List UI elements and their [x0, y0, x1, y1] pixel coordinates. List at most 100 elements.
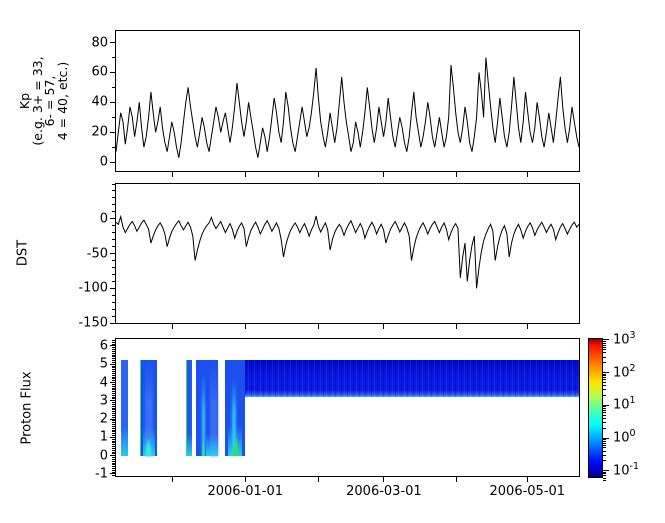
y-minor-tick [112, 409, 115, 411]
y-tick-label: 0 [99, 448, 108, 464]
x-tick [317, 172, 319, 177]
y-minor-tick [112, 349, 115, 351]
colorbar-minor-tick [603, 454, 606, 456]
colorbar-tick-label: 101 [613, 395, 636, 413]
y-tick-label: 3 [99, 393, 108, 409]
flux-band-glow [120, 426, 128, 456]
y-minor-tick [112, 352, 115, 354]
colorbar-exponent: -1 [629, 460, 640, 472]
y-minor-tick [112, 211, 115, 213]
colorbar-minor-tick [603, 382, 606, 384]
x-tick [456, 324, 458, 329]
y-tick-label: 60 [91, 64, 108, 80]
y-minor-tick [112, 301, 115, 303]
colorbar-tick-label: 102 [613, 362, 636, 380]
colorbar-minor-tick [603, 417, 606, 419]
y-tick-label: 1 [99, 429, 108, 445]
colorbar-tick [603, 437, 609, 439]
flux-band-patch [232, 437, 239, 456]
y-minor-tick [112, 358, 115, 360]
y-tick [110, 455, 115, 457]
y-minor-tick [112, 458, 115, 460]
colorbar-minor-tick [603, 342, 606, 344]
colorbar-minor-tick [603, 439, 606, 441]
y-tick [110, 131, 115, 133]
y-minor-tick [112, 471, 115, 473]
colorbar-minor-tick [603, 460, 606, 462]
x-tick [383, 324, 385, 329]
proton-flux-axis-label: Proton Flux [19, 371, 35, 445]
y-minor-tick [112, 360, 115, 362]
y-minor-tick [112, 427, 115, 429]
dst-plot [116, 214, 579, 289]
y-minor-tick [112, 407, 115, 409]
y-minor-tick [112, 469, 115, 471]
y-tick [110, 71, 115, 73]
y-minor-tick [112, 398, 115, 400]
y-minor-tick [112, 183, 115, 185]
y-minor-tick [112, 449, 115, 451]
y-tick [110, 218, 115, 220]
y-tick-label: 80 [91, 35, 108, 51]
y-minor-tick [112, 413, 115, 415]
y-minor-tick [112, 422, 115, 424]
y-minor-tick [112, 371, 115, 373]
colorbar-tick-label: 10-1 [613, 460, 640, 479]
y-tick [110, 322, 115, 324]
x-tick [456, 477, 458, 482]
y-tick-label: -50 [86, 246, 108, 261]
y-minor-tick [112, 444, 115, 446]
x-tick [526, 324, 528, 329]
colorbar-minor-tick [603, 346, 606, 348]
dst-axis-label: DST [15, 239, 31, 267]
y-minor-tick [112, 380, 115, 382]
proton-flux-panel [115, 338, 580, 477]
y-minor-tick [112, 259, 115, 261]
colorbar-tick-label: 103 [613, 329, 636, 348]
flux-upper-band [244, 359, 579, 398]
x-tick [526, 172, 528, 177]
colorbar-exponent: 1 [629, 395, 636, 407]
y-minor-tick [112, 280, 115, 282]
colorbar-minor-tick [603, 362, 606, 364]
y-minor-tick [112, 447, 115, 449]
y-minor-tick [112, 315, 115, 317]
colorbar-minor-tick [603, 447, 606, 449]
y-tick [110, 253, 115, 254]
y-minor-tick [112, 239, 115, 241]
colorbar-minor-tick [603, 373, 606, 375]
y-minor-tick [112, 273, 115, 275]
flux-band-glow [206, 433, 218, 456]
y-tick-label: 40 [91, 94, 108, 110]
colorbar-exponent: 2 [629, 362, 636, 374]
colorbar-minor-tick [603, 340, 606, 342]
y-minor-tick [112, 294, 115, 296]
x-tick [526, 477, 528, 482]
flux-upper-band-texture [244, 359, 579, 398]
colorbar-minor-tick [603, 379, 606, 381]
y-minor-tick [112, 86, 115, 88]
y-minor-tick [112, 376, 115, 378]
y-minor-tick [112, 460, 115, 462]
y-tick-label: 0 [99, 154, 108, 170]
flux-band [185, 359, 192, 456]
y-minor-tick [112, 354, 115, 356]
y-minor-tick [112, 396, 115, 398]
y-minor-tick [112, 438, 115, 440]
colorbar-minor-tick [603, 444, 606, 446]
y-minor-tick [112, 391, 115, 393]
y-tick-label: -1 [95, 466, 108, 482]
y-minor-tick [112, 387, 115, 389]
colorbar-minor-tick [603, 477, 606, 479]
y-minor-tick [112, 451, 115, 453]
colorbar-minor-tick [603, 450, 606, 452]
y-minor-tick [112, 389, 115, 391]
colorbar-exponent: 0 [629, 428, 636, 440]
y-minor-tick [112, 414, 115, 416]
flux-band-edge [139, 359, 142, 456]
x-tick [171, 324, 173, 329]
colorbar-minor-tick [603, 395, 606, 397]
y-minor-tick [112, 416, 115, 418]
y-minor-tick [112, 420, 115, 422]
